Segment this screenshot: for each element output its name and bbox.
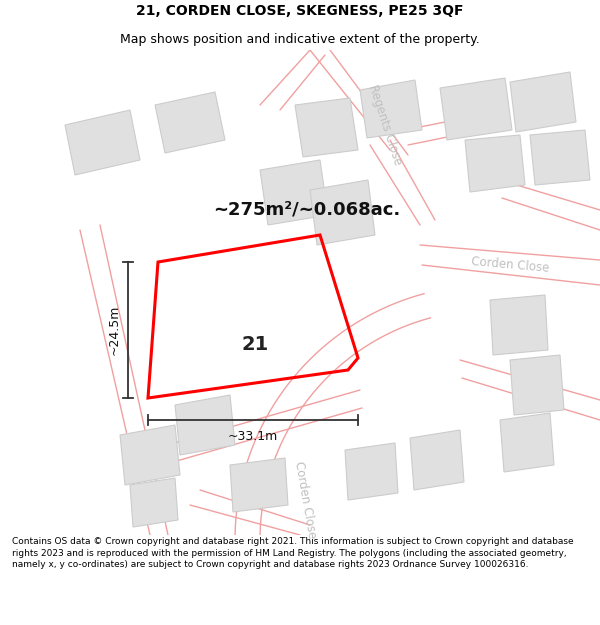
Polygon shape xyxy=(155,92,225,153)
Polygon shape xyxy=(65,110,140,175)
Polygon shape xyxy=(500,413,554,472)
Polygon shape xyxy=(230,458,288,512)
Polygon shape xyxy=(440,78,512,140)
Text: Corden Close: Corden Close xyxy=(470,255,550,275)
Polygon shape xyxy=(345,443,398,500)
Polygon shape xyxy=(260,160,328,225)
Text: ~33.1m: ~33.1m xyxy=(228,429,278,442)
Polygon shape xyxy=(120,425,180,485)
Text: ~24.5m: ~24.5m xyxy=(107,305,121,355)
Text: Regents Close: Regents Close xyxy=(366,83,404,167)
Polygon shape xyxy=(360,80,422,138)
Polygon shape xyxy=(530,130,590,185)
Polygon shape xyxy=(465,135,525,192)
Polygon shape xyxy=(510,355,564,415)
Polygon shape xyxy=(310,180,375,245)
Text: ~275m²/~0.068ac.: ~275m²/~0.068ac. xyxy=(213,201,400,219)
Text: Contains OS data © Crown copyright and database right 2021. This information is : Contains OS data © Crown copyright and d… xyxy=(12,537,574,569)
Text: 21: 21 xyxy=(241,336,269,354)
Text: Map shows position and indicative extent of the property.: Map shows position and indicative extent… xyxy=(120,32,480,46)
Text: 21, CORDEN CLOSE, SKEGNESS, PE25 3QF: 21, CORDEN CLOSE, SKEGNESS, PE25 3QF xyxy=(136,4,464,18)
Polygon shape xyxy=(295,98,358,157)
Text: Corden Close: Corden Close xyxy=(292,461,318,539)
Polygon shape xyxy=(175,395,235,455)
Polygon shape xyxy=(410,430,464,490)
Polygon shape xyxy=(490,295,548,355)
Polygon shape xyxy=(130,478,178,527)
Polygon shape xyxy=(510,72,576,132)
